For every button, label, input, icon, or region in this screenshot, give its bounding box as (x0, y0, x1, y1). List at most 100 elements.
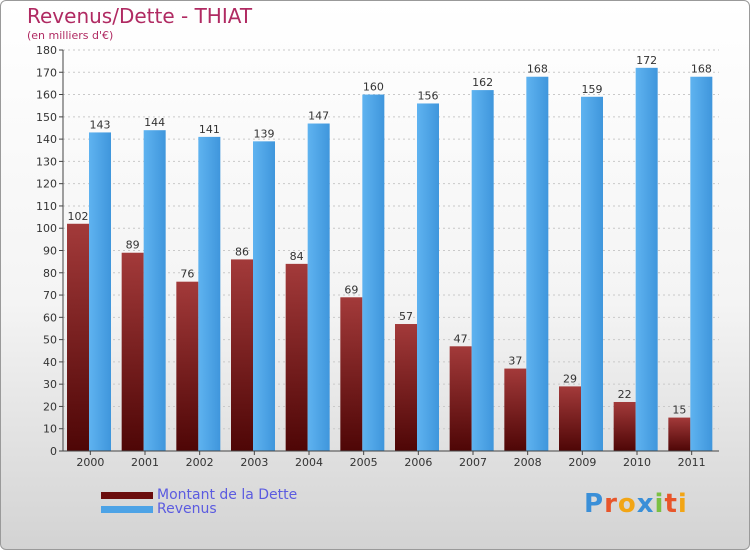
bar-value-label: 168 (691, 63, 712, 76)
bar-revenus (307, 123, 330, 452)
y-tick-label: 130 (36, 155, 57, 168)
bar-value-label: 168 (527, 63, 548, 76)
x-tick-label: 2008 (514, 456, 542, 469)
bar-value-label: 37 (508, 355, 522, 368)
bar-value-label: 86 (235, 245, 249, 258)
bar-revenus (526, 76, 549, 451)
x-tick-label: 2006 (404, 456, 432, 469)
grid-lines (63, 49, 719, 452)
bar-revenus (89, 132, 111, 451)
y-tick-label: 50 (43, 334, 57, 347)
x-tick-label: 2007 (459, 456, 487, 469)
legend-item-dette: Montant de la Dette (101, 487, 298, 503)
x-tick-label: 2003 (240, 456, 268, 469)
bar-value-label: 160 (363, 81, 384, 94)
bar-revenus (253, 141, 275, 452)
bar-revenus (362, 94, 385, 452)
y-tick-label: 140 (36, 133, 57, 146)
bar-dette (395, 324, 417, 451)
legend-swatch-dette (101, 491, 153, 499)
bar-value-label: 47 (454, 332, 468, 345)
bar-value-label: 89 (126, 239, 140, 252)
x-tick-label: 2002 (186, 456, 214, 469)
chart-subtitle: (en milliers d'€) (27, 29, 114, 42)
bar-revenus (690, 76, 713, 451)
bar-value-label: 22 (618, 388, 632, 401)
y-tick-label: 0 (50, 445, 57, 458)
x-tick-label: 2004 (295, 456, 323, 469)
y-tick-label: 180 (36, 44, 57, 57)
y-tick-label: 90 (43, 245, 57, 258)
bar-value-label: 102 (68, 210, 89, 223)
logo-letter: t (664, 489, 678, 519)
x-axis: 2000 2001 2002 2003 2004 2005 2006 2007 2008 2009… (63, 450, 719, 469)
y-tick-label: 110 (36, 200, 57, 213)
chart-title: Revenus/Dette - THIAT (27, 4, 253, 28)
bar-value-label: 29 (563, 372, 577, 385)
bars (67, 67, 713, 452)
bar-revenus (635, 67, 658, 452)
bar-dette (559, 386, 581, 451)
bar-value-label: 172 (636, 54, 657, 67)
legend-item-revenus: Revenus (101, 501, 217, 517)
bar-value-label: 156 (418, 89, 439, 102)
bar-dette (449, 346, 472, 451)
bar-value-label: 69 (344, 283, 358, 296)
bar-value-labels: 102 143 89 144 76 141 86 139 84 147 69 160 57 156 47 16… (68, 54, 712, 417)
bar-value-label: 159 (582, 83, 603, 96)
bar-value-label: 144 (144, 116, 165, 129)
y-tick-label: 10 (43, 423, 57, 436)
bar-dette (613, 401, 636, 451)
x-tick-label: 2005 (350, 456, 378, 469)
bar-dette (668, 417, 691, 451)
x-tick-label: 2011 (678, 456, 706, 469)
logo-letter: i (677, 489, 688, 519)
legend-label-revenus: Revenus (157, 501, 217, 517)
x-tick-label: 2009 (568, 456, 596, 469)
bar-dette (231, 259, 253, 451)
bar-revenus (417, 103, 439, 451)
y-tick-label: 100 (36, 222, 57, 235)
logo-letter: o (617, 489, 637, 519)
bar-revenus (143, 130, 166, 451)
y-tick-label: 80 (43, 267, 57, 280)
logo-letter: P (584, 489, 605, 519)
logo-letter: r (604, 489, 618, 519)
bar-revenus (581, 96, 603, 452)
y-tick-label: 60 (43, 311, 57, 324)
legend-swatch-revenus (101, 505, 153, 513)
bar-value-label: 57 (399, 310, 413, 323)
proxiti-logo: Proxiti (584, 489, 688, 519)
bar-value-label: 76 (180, 268, 194, 281)
bar-value-label: 15 (672, 404, 686, 417)
y-tick-label: 120 (36, 178, 57, 191)
bar-revenus (198, 136, 221, 451)
bar-value-label: 147 (308, 110, 329, 123)
bar-value-label: 162 (472, 76, 493, 89)
y-axis: 0 10 20 30 40 50 60 70 80 90 100 110 120 130 140 150 160… (36, 44, 64, 458)
y-tick-label: 70 (43, 289, 57, 302)
y-tick-label: 20 (43, 400, 57, 413)
bar-value-label: 143 (90, 118, 111, 131)
bar-dette (121, 252, 144, 451)
bar-value-label: 141 (199, 123, 220, 136)
bar-value-label: 84 (290, 250, 304, 263)
y-tick-label: 160 (36, 89, 57, 102)
logo-letter: x (636, 489, 655, 519)
bar-dette (285, 263, 308, 451)
legend-label-dette: Montant de la Dette (157, 487, 298, 503)
bar-dette (340, 297, 363, 451)
bar-revenus (471, 90, 494, 451)
y-tick-label: 30 (43, 378, 57, 391)
y-tick-label: 170 (36, 66, 57, 79)
x-tick-label: 2010 (623, 456, 651, 469)
x-tick-label: 2001 (131, 456, 159, 469)
x-tick-label: 2000 (76, 456, 104, 469)
y-tick-label: 40 (43, 356, 57, 369)
y-tick-label: 150 (36, 111, 57, 124)
bar-dette (176, 281, 199, 451)
bar-dette (504, 368, 527, 451)
bar-dette (67, 223, 89, 451)
